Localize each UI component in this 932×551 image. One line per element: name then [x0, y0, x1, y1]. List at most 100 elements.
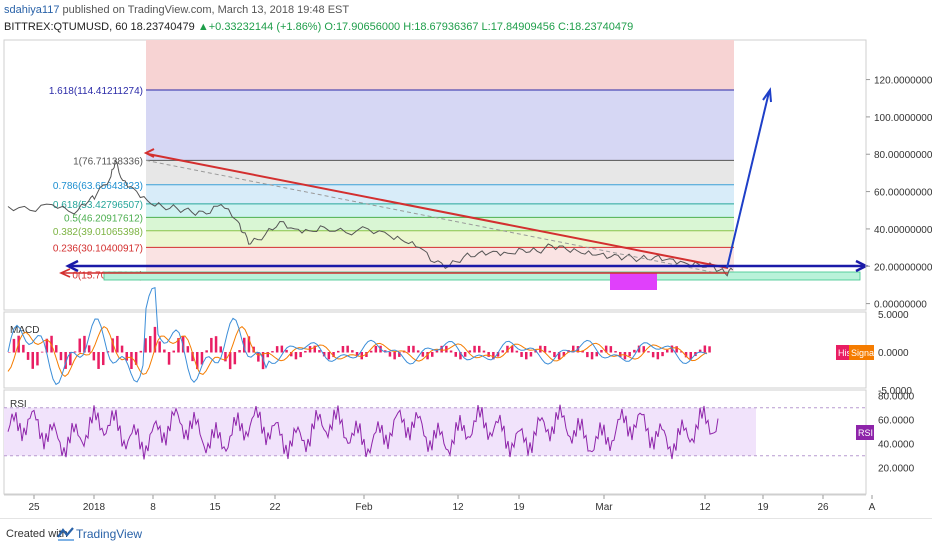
macd-histogram-bar: [534, 350, 537, 353]
macd-histogram-bar: [689, 352, 692, 360]
macd-histogram-bar: [64, 352, 67, 369]
macd-histogram-bar: [680, 351, 683, 353]
macd-histogram-bar: [698, 349, 702, 353]
macd-histogram-bar: [257, 352, 260, 362]
macd-histogram-bar: [186, 346, 190, 353]
macd-histogram-bar: [341, 346, 345, 353]
price-panel[interactable]: 1.618(114.41211274) 1(76.71138336) 0.786(6…: [3, 39, 932, 311]
time-axis[interactable]: 25 2018 8 15 22 Feb 12 19 Mar 12 19 26 A: [4, 494, 876, 513]
macd-histogram-bar: [177, 338, 180, 353]
macd-histogram-bar: [233, 352, 237, 365]
macd-histogram-bar: [172, 350, 175, 353]
macd-histogram-bar: [228, 352, 232, 370]
fib-zone: [146, 160, 734, 185]
macd-histogram-bar: [73, 351, 77, 353]
macd-histogram-bar: [581, 350, 584, 353]
macd-hist-badge: [836, 345, 849, 360]
macd-histogram-bar: [346, 345, 349, 353]
macd-tick-label: 0.0000: [878, 348, 909, 359]
macd-histogram-bar: [210, 337, 213, 353]
up-arrow-icon: ▲: [197, 21, 209, 33]
time-tick-label: A: [869, 502, 876, 513]
macd-histogram-bar: [365, 352, 368, 357]
macd-histogram-bar: [473, 345, 476, 353]
time-tick-label: 26: [817, 502, 829, 513]
macd-histogram-bar: [327, 352, 331, 360]
macd-histogram-bar: [97, 352, 100, 369]
fib-level-label: 0.786(63.65643823): [53, 181, 143, 192]
price-change: +0.33232144 (+1.86%): [208, 21, 322, 33]
macd-histogram-bar: [8, 352, 11, 353]
macd-histogram-bar: [271, 351, 274, 353]
macd-histogram-bar: [431, 352, 434, 357]
time-tick-label: 8: [150, 502, 156, 513]
macd-histogram-bar: [130, 352, 133, 370]
macd-histogram-bar: [59, 352, 63, 361]
macd-tick-label: -5.0000: [878, 386, 912, 397]
macd-histogram-bar: [153, 326, 157, 353]
macd-histogram-bar: [125, 352, 128, 361]
macd-histogram-bar: [299, 352, 302, 358]
red-left-arrow-icon: [59, 268, 71, 278]
rsi-title: RSI: [10, 399, 27, 410]
macd-histogram-bar: [675, 346, 678, 353]
fib-level-label: 1.618(114.41211274): [49, 86, 143, 97]
price-series-line: [7, 159, 734, 277]
macd-histogram-bar: [163, 349, 166, 353]
macd-histogram-bar: [595, 352, 598, 357]
macd-histogram-bar: [515, 350, 519, 353]
tradingview-link[interactable]: TradingView: [76, 527, 143, 541]
macd-histogram-bar: [191, 352, 194, 362]
macd-histogram-bar: [398, 352, 401, 357]
macd-hist-badge-label: Hist: [838, 348, 854, 358]
time-tick-label: 12: [452, 502, 464, 513]
macd-histogram-bar: [684, 352, 688, 358]
rsi-badge: [856, 425, 874, 440]
macd-histogram-bar: [703, 345, 707, 353]
macd-signal-badge: [849, 345, 874, 360]
macd-histogram-bar: [337, 350, 340, 353]
macd-histogram-bar: [647, 351, 650, 353]
macd-line: [7, 287, 708, 386]
created-with-label: Created with: [6, 528, 68, 540]
price-tick-label: 20.00000000: [874, 262, 932, 273]
macd-histogram-bar: [196, 352, 199, 370]
macd-histogram-bar: [454, 352, 457, 357]
publisher-username[interactable]: sdahiya117: [4, 4, 60, 16]
macd-histogram-bar: [628, 352, 631, 357]
macd-histogram-bar: [167, 352, 171, 365]
macd-histogram-bar: [374, 345, 378, 353]
target-zone-box: [103, 271, 861, 281]
macd-histogram-bar: [478, 345, 481, 353]
macd-histogram-bar: [666, 349, 669, 353]
ohlc-open: O:17.90656000: [324, 21, 401, 33]
macd-histogram-bar: [369, 350, 373, 353]
macd-histogram-bar: [266, 352, 269, 358]
red-arrow-head-icon: [143, 148, 155, 158]
time-tick-label: 19: [513, 502, 525, 513]
price-tick-label: 0.00000000: [874, 300, 927, 311]
macd-histogram-bar: [539, 345, 542, 353]
price-tick-label: 100.00000000: [874, 113, 932, 124]
macd-histogram-bar: [224, 352, 227, 362]
macd-histogram-bar: [83, 335, 86, 353]
macd-histogram-bar: [548, 350, 551, 353]
macd-histogram-bar: [501, 350, 504, 353]
macd-histogram-bar: [633, 349, 636, 353]
macd-histogram-bar: [275, 346, 279, 353]
macd-histogram-bar: [449, 350, 453, 353]
macd-histogram-bar: [520, 352, 523, 357]
macd-histogram-bar: [313, 345, 316, 353]
rsi-panel[interactable]: RSI 80.0000 60.0000 40.0000 20.0000 RSI: [3, 389, 915, 495]
macd-histogram-bar: [393, 352, 396, 360]
macd-histogram-bar: [120, 345, 124, 353]
macd-histogram-bar: [656, 352, 660, 360]
macd-histogram-bar: [322, 352, 326, 357]
macd-histogram-bar: [290, 352, 293, 357]
macd-histogram-bar: [510, 345, 514, 353]
chart-canvas[interactable]: 1.618(114.41211274) 1(76.71138336) 0.786(6…: [0, 36, 932, 518]
macd-histogram-bar: [355, 352, 359, 357]
fib-zone-top: [146, 40, 734, 90]
macd-histogram-bar: [78, 338, 81, 353]
